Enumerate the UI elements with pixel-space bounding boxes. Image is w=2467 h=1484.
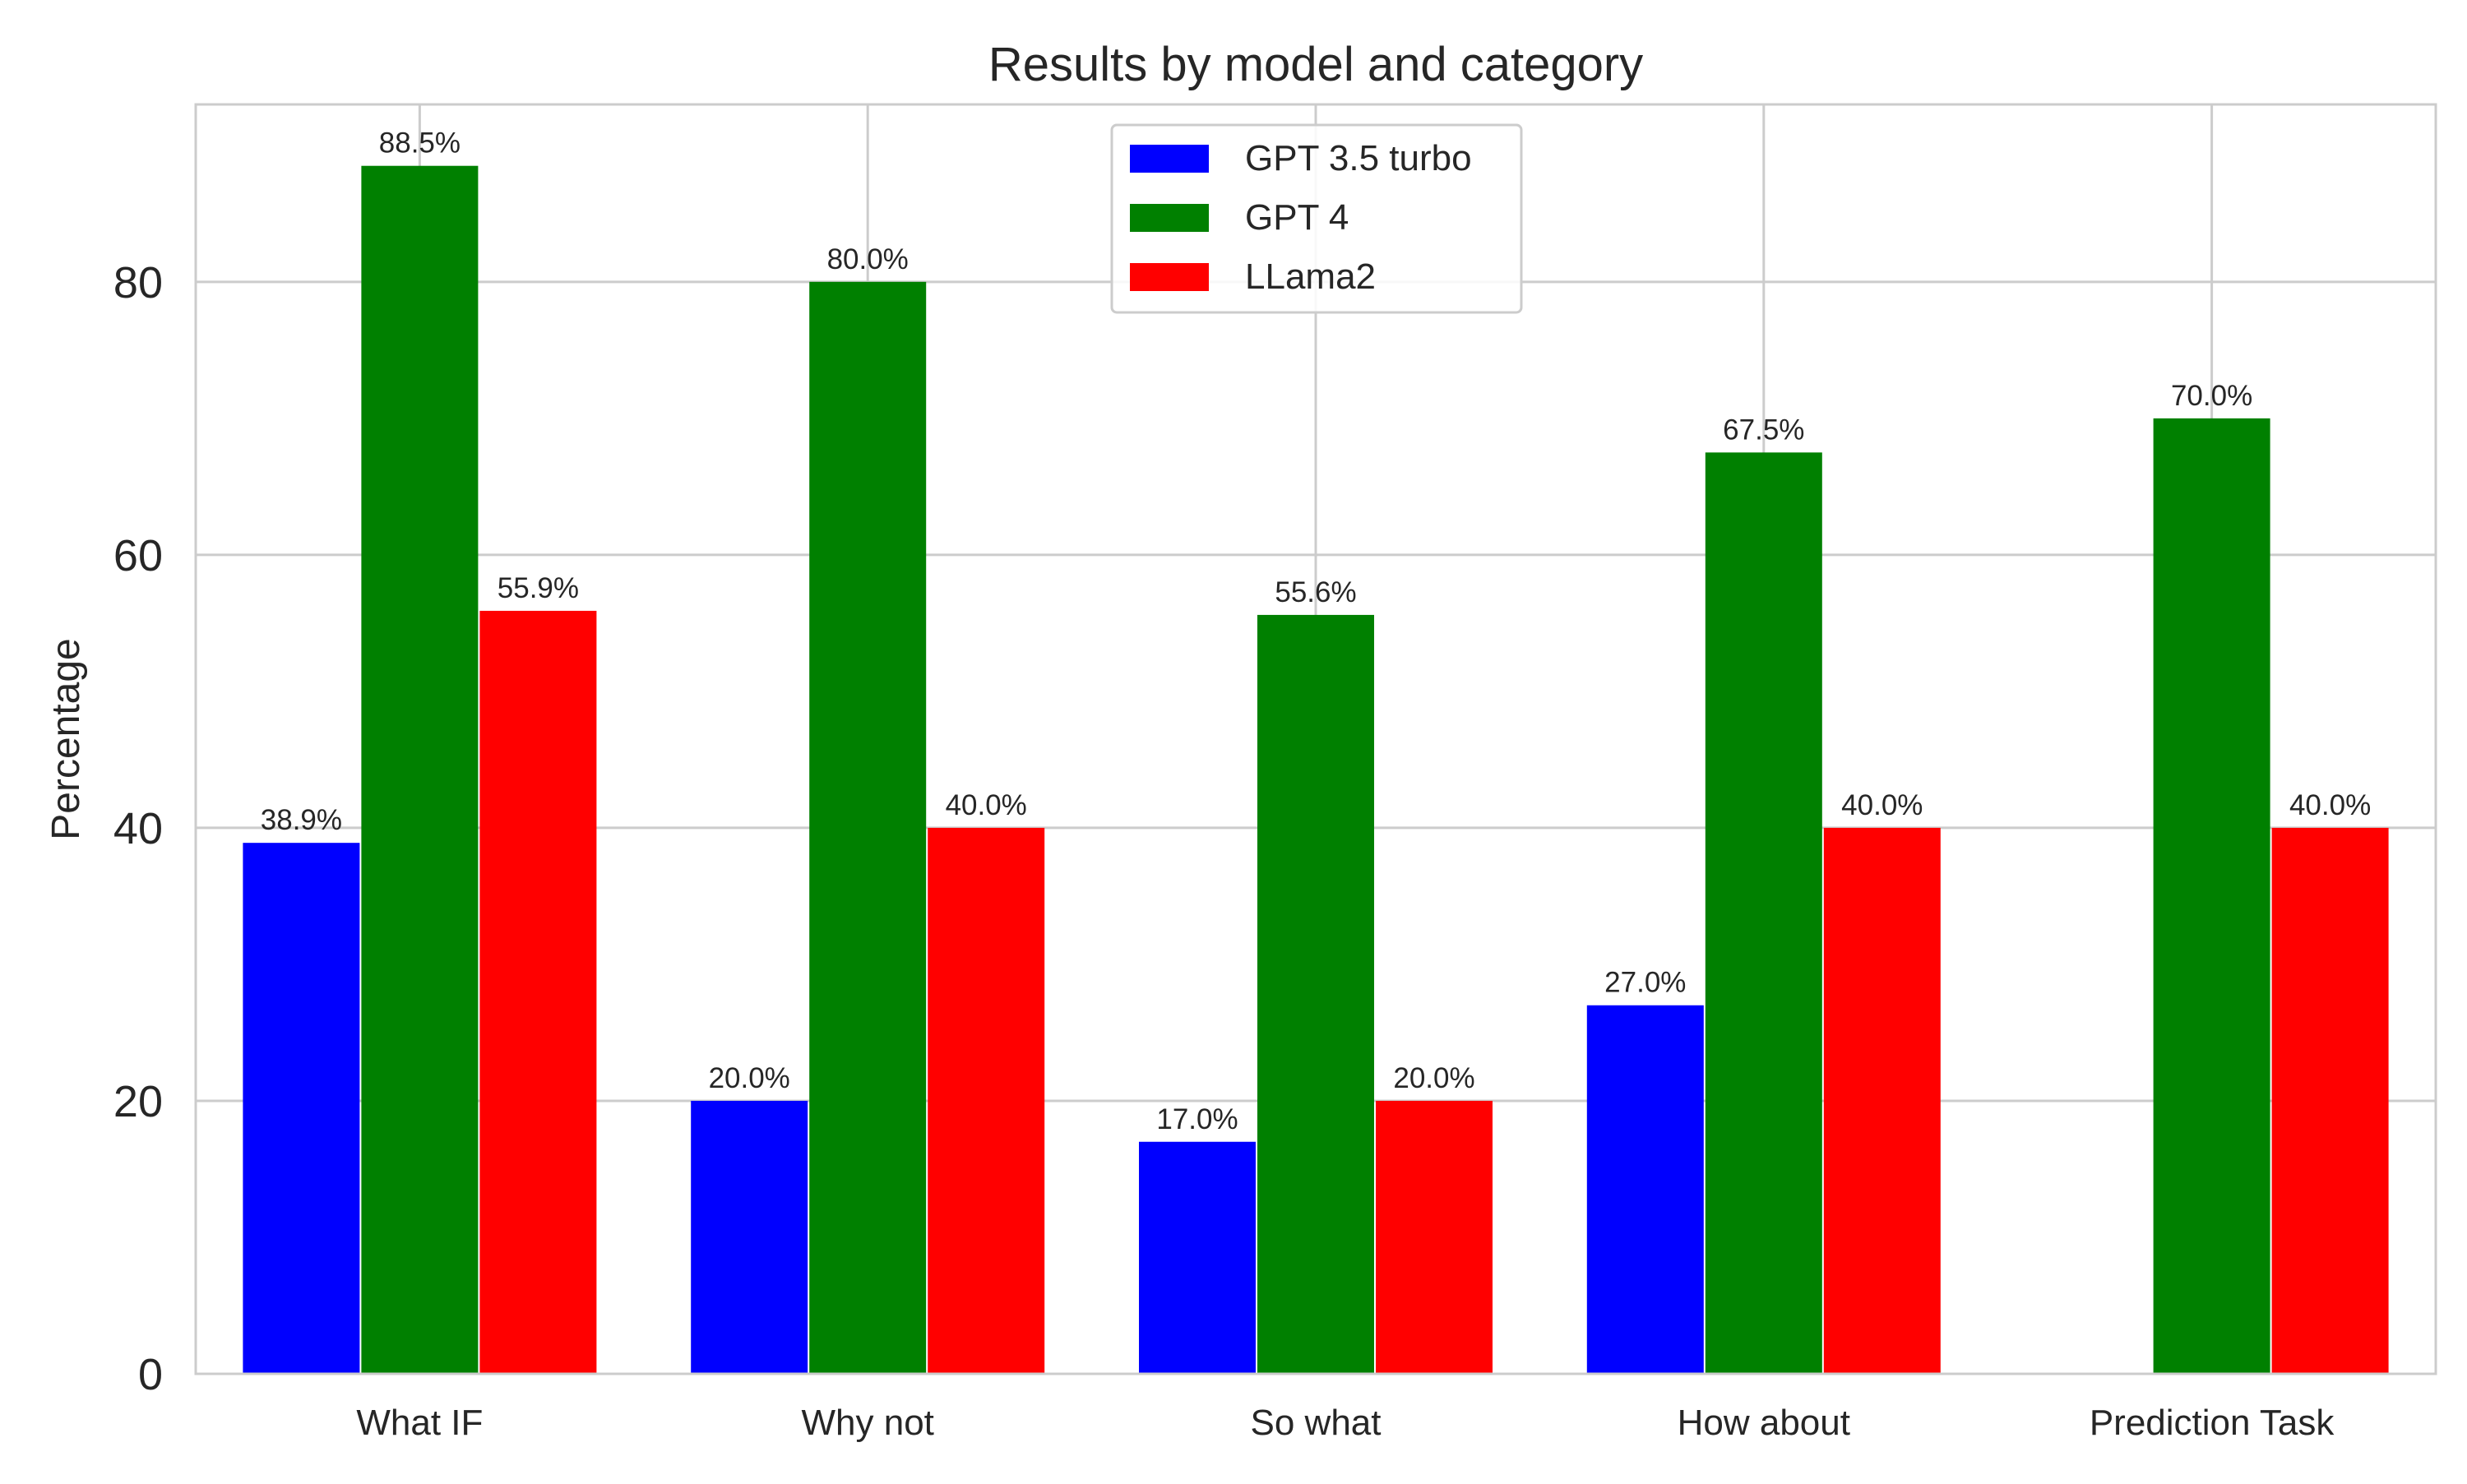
x-axis-ticks: What IF Why not So what How about Prediction… (356, 1403, 2335, 1443)
bar (361, 165, 479, 1374)
legend-label: GPT 3.5 turbo (1245, 138, 1472, 178)
chart-title: Results by model and category (988, 38, 1643, 91)
bar (1586, 1005, 1704, 1374)
bar (1823, 827, 1941, 1374)
bar (1139, 1141, 1256, 1374)
bar (479, 610, 597, 1374)
data-label: 17.0% (1156, 1103, 1238, 1135)
y-tick-label: 40 (113, 804, 163, 853)
bar (809, 281, 927, 1375)
data-label: 40.0% (2289, 789, 2371, 821)
data-label: 88.5% (379, 127, 461, 159)
x-tick-label: What IF (356, 1403, 483, 1443)
y-tick-label: 80 (113, 258, 163, 307)
legend-label: GPT 4 (1245, 197, 1349, 238)
bars (243, 165, 2389, 1375)
data-label: 38.9% (261, 804, 342, 836)
y-tick-label: 20 (113, 1077, 163, 1126)
y-tick-label: 60 (113, 531, 163, 580)
data-label: 67.5% (1723, 414, 1804, 446)
legend-box (1110, 123, 1523, 314)
y-axis-label: Percentage (44, 638, 88, 840)
legend-label: LLama2 (1245, 257, 1376, 297)
data-label: 40.0% (946, 789, 1027, 821)
bar (1705, 452, 1822, 1374)
data-label: 55.6% (1275, 576, 1356, 608)
y-tick-label: 0 (138, 1350, 163, 1399)
bar (1257, 614, 1374, 1374)
legend: GPT 3.5 turbo GPT 4 LLama2 (1110, 123, 1523, 314)
data-label: 70.0% (2171, 380, 2252, 412)
bar (928, 827, 1045, 1374)
bar (243, 843, 360, 1374)
data-label: 27.0% (1604, 967, 1686, 999)
x-tick-label: Why not (802, 1403, 934, 1443)
data-label: 80.0% (827, 243, 909, 275)
bar (2271, 827, 2389, 1374)
legend-swatch (1130, 263, 1209, 291)
x-tick-label: So what (1251, 1403, 1382, 1443)
data-label: 40.0% (1841, 789, 1923, 821)
y-axis-ticks: 0 20 40 60 80 (113, 258, 163, 1399)
data-labels: 38.9% 20.0% 17.0% 27.0% 88.5% 80.0% 55.6% 67.5%… (261, 127, 2371, 1135)
data-label: 55.9% (498, 572, 579, 604)
bar (1376, 1100, 1493, 1374)
legend-swatch (1130, 145, 1209, 173)
x-tick-label: How about (1678, 1403, 1850, 1443)
bar (2153, 418, 2270, 1374)
x-tick-label: Prediction Task (2090, 1403, 2335, 1443)
bar (691, 1100, 808, 1374)
data-label: 20.0% (709, 1062, 790, 1094)
plot-frame (194, 103, 2437, 1375)
legend-swatch (1130, 204, 1209, 232)
data-label: 20.0% (1393, 1062, 1474, 1094)
